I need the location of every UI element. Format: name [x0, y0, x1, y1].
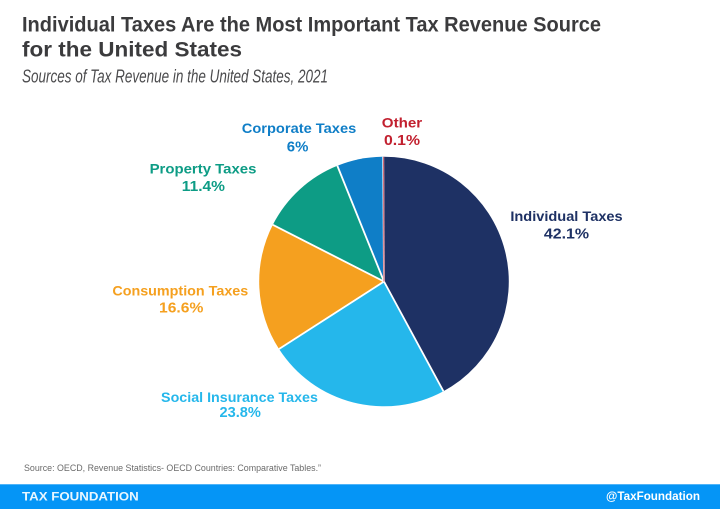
svg-text:Consumption Taxes: Consumption Taxes — [112, 282, 248, 298]
svg-text:Corporate Taxes: Corporate Taxes — [242, 120, 357, 136]
svg-text:Property Taxes: Property Taxes — [150, 161, 257, 177]
svg-text:6%: 6% — [287, 139, 309, 155]
svg-text:Sources of Tax Revenue in the: Sources of Tax Revenue in the United Sta… — [22, 66, 328, 87]
svg-text:Individual Taxes Are the Most: Individual Taxes Are the Most Important … — [22, 14, 601, 37]
svg-text:16.6%: 16.6% — [159, 300, 203, 316]
svg-text:0.1%: 0.1% — [384, 133, 420, 149]
svg-text:@TaxFoundation: @TaxFoundation — [606, 489, 700, 503]
svg-text:Source: OECD, Revenue Statisti: Source: OECD, Revenue Statistics- OECD C… — [24, 463, 321, 473]
svg-text:11.4%: 11.4% — [182, 179, 225, 195]
svg-text:for the United States: for the United States — [22, 39, 242, 62]
svg-text:Individual Taxes: Individual Taxes — [510, 208, 623, 224]
svg-text:Social Insurance Taxes: Social Insurance Taxes — [161, 389, 318, 405]
svg-text:23.8%: 23.8% — [220, 405, 261, 421]
svg-text:TAX FOUNDATION: TAX FOUNDATION — [22, 490, 139, 504]
svg-text:Other: Other — [382, 115, 423, 131]
svg-text:42.1%: 42.1% — [544, 227, 589, 243]
